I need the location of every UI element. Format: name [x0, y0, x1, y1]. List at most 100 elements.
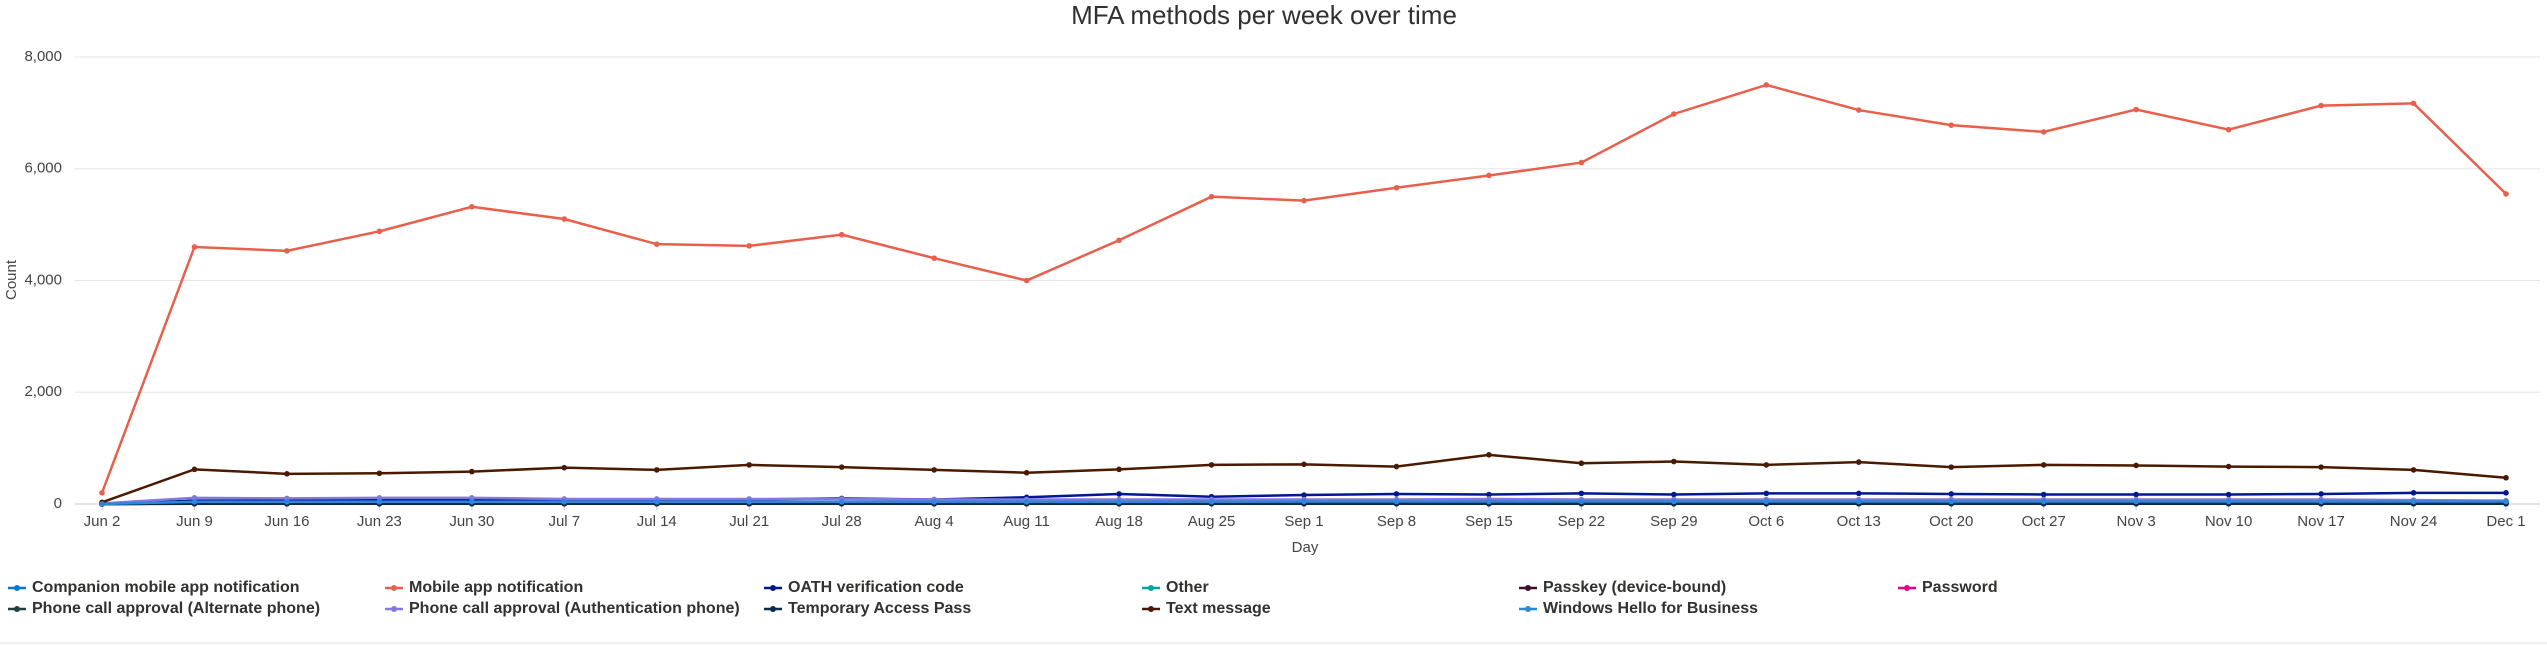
data-point	[746, 462, 753, 468]
x-axis-label: Day	[1292, 539, 1319, 556]
data-point	[1948, 122, 1955, 128]
legend-swatch-dot	[770, 606, 776, 612]
x-tick-label: Nov 3	[2117, 513, 2156, 530]
legend-swatch-dot	[1148, 606, 1154, 612]
data-point	[284, 471, 290, 477]
data-point	[2410, 467, 2417, 473]
data-point	[746, 498, 753, 505]
legend-label: Temporary Access Pass	[788, 600, 971, 617]
data-point	[469, 498, 475, 505]
data-point	[2318, 498, 2324, 505]
legend-label: OATH verification code	[788, 579, 964, 596]
data-point	[191, 498, 198, 505]
data-point	[1208, 193, 1215, 200]
data-point	[1393, 491, 1400, 497]
x-tick-label: Sep 1	[1284, 513, 1323, 530]
data-point	[376, 470, 383, 477]
legend-swatch-dot	[391, 606, 397, 612]
data-point	[1486, 452, 1492, 458]
data-point	[838, 498, 845, 505]
data-point	[1763, 82, 1770, 88]
data-point	[1671, 111, 1677, 117]
data-point	[376, 228, 383, 235]
x-tick-label: Aug 4	[915, 513, 954, 530]
data-point	[1671, 498, 1677, 505]
data-point	[284, 498, 290, 505]
data-point	[561, 216, 568, 222]
data-point	[2133, 498, 2139, 505]
data-point	[376, 498, 383, 505]
data-point	[2318, 491, 2324, 497]
data-point	[561, 498, 568, 505]
data-point	[469, 203, 475, 210]
data-point	[99, 501, 105, 507]
data-point	[1671, 458, 1677, 465]
x-tick-label: Aug 11	[1003, 513, 1049, 530]
legend-swatch-dot	[1525, 585, 1531, 591]
data-point	[838, 464, 845, 470]
data-point	[191, 466, 198, 473]
x-tick-label: Oct 6	[1748, 513, 1784, 530]
x-tick-label: Sep 8	[1377, 513, 1416, 530]
data-point	[1578, 159, 1585, 166]
data-point	[1208, 462, 1215, 468]
data-point	[2503, 191, 2509, 197]
data-point	[2225, 498, 2232, 505]
x-tick-label: Jun 2	[84, 513, 121, 530]
data-point	[1116, 491, 1122, 497]
data-point	[1948, 464, 1955, 470]
legend-swatch-dot	[1904, 585, 1910, 591]
x-tick-label: Nov 24	[2390, 513, 2438, 530]
data-point	[1763, 462, 1770, 468]
data-point	[1948, 498, 1955, 505]
y-tick-label: 6,000	[24, 160, 62, 177]
data-point	[2040, 129, 2047, 135]
x-tick-label: Jun 16	[264, 513, 309, 530]
x-tick-label: Jul 21	[729, 513, 769, 530]
x-tick-label: Aug 25	[1188, 513, 1236, 530]
data-point	[1855, 490, 1862, 497]
data-point	[2040, 491, 2047, 498]
data-point	[1486, 491, 1492, 498]
data-point	[2225, 126, 2232, 133]
legend-swatch-dot	[1148, 585, 1154, 591]
data-point	[2133, 462, 2139, 469]
data-point	[1023, 469, 1030, 476]
data-point	[1393, 463, 1400, 470]
data-point	[1393, 498, 1400, 505]
data-point	[469, 495, 475, 501]
data-point	[838, 231, 845, 238]
y-tick-label: 4,000	[24, 271, 62, 288]
data-point	[931, 255, 937, 261]
data-point	[2410, 490, 2417, 496]
data-point	[931, 467, 937, 473]
data-point	[1301, 197, 1307, 204]
data-point	[1116, 237, 1122, 244]
data-point	[1208, 498, 1215, 505]
data-point	[2225, 463, 2232, 470]
data-point	[2225, 491, 2232, 498]
data-point	[1116, 498, 1122, 505]
x-tick-label: Aug 18	[1095, 513, 1143, 530]
data-point	[2503, 490, 2509, 496]
legend-label: Phone call approval (Authentication phon…	[409, 600, 740, 617]
data-point	[1301, 492, 1307, 498]
data-point	[1671, 491, 1677, 498]
legend-label: Windows Hello for Business	[1543, 600, 1758, 617]
data-point	[191, 244, 198, 250]
data-point	[2318, 102, 2324, 109]
legend-swatch-dot	[391, 585, 397, 591]
data-point	[1763, 490, 1770, 497]
x-tick-label: Jun 30	[449, 513, 494, 530]
legend-label: Companion mobile app notification	[32, 579, 300, 596]
x-tick-label: Oct 13	[1837, 513, 1881, 530]
y-axis-label: Count	[3, 259, 20, 300]
legend-swatch-dot	[14, 585, 20, 591]
data-point	[1486, 172, 1492, 179]
data-point	[1855, 498, 1862, 505]
data-point	[191, 495, 198, 501]
data-point	[1578, 490, 1585, 497]
data-point	[561, 464, 568, 471]
